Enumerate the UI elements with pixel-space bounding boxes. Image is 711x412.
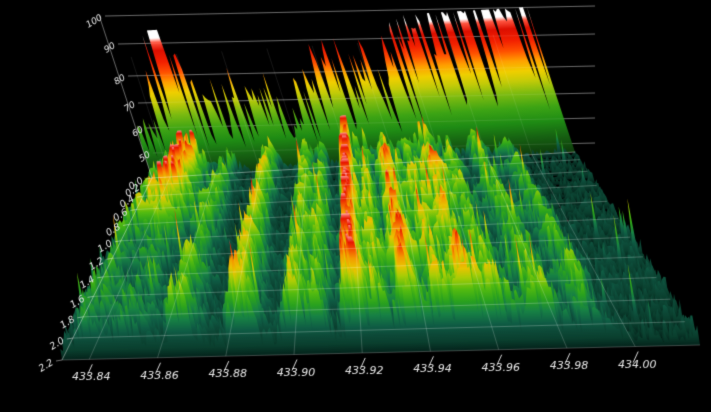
spectrogram-3d-canvas[interactable] xyxy=(0,0,711,412)
spectrogram-3d-view xyxy=(0,0,711,412)
